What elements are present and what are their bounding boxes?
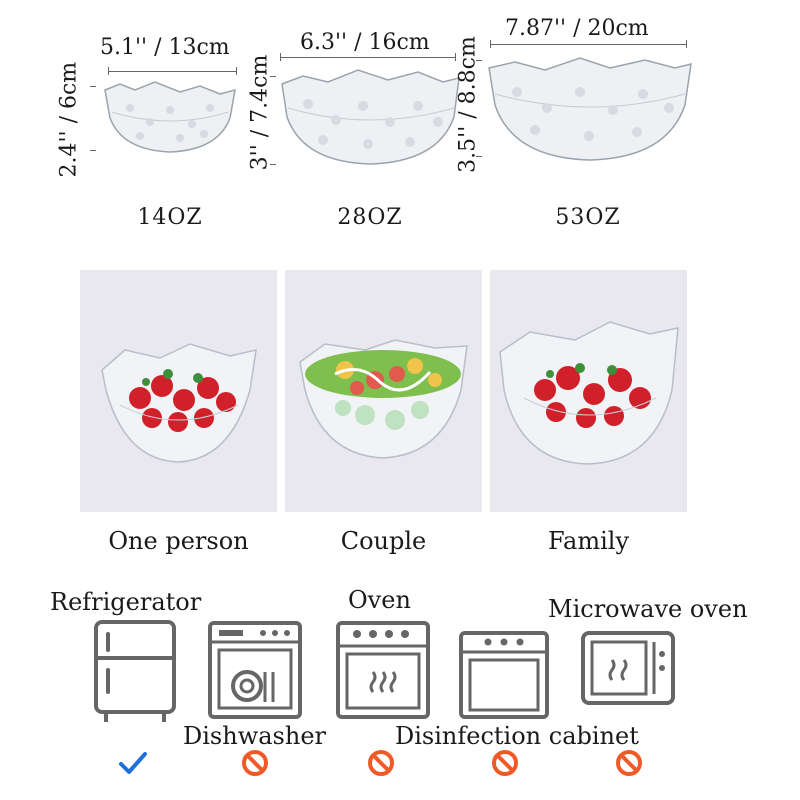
- use-label-couple: Couple: [340, 527, 427, 555]
- family-photo: [490, 270, 687, 512]
- label-disinfection-cabinet: Disinfection cabinet: [395, 722, 639, 750]
- salad-bowl-image: [299, 339, 468, 459]
- couple-photo: [285, 270, 482, 512]
- tick: [476, 60, 482, 61]
- tick: [270, 76, 276, 77]
- tick: [236, 67, 237, 75]
- prohibited-icon: [242, 750, 268, 776]
- bowl-1-capacity: 14OZ: [137, 205, 203, 230]
- bowl-2-width: 6.3'' / 16cm: [300, 30, 430, 55]
- label-refrigerator: Refrigerator: [50, 588, 202, 616]
- microwave-oven-icon: [581, 631, 675, 705]
- tick: [270, 164, 276, 165]
- bowl-3-width-line: [490, 44, 686, 45]
- one-person-photo: [80, 270, 277, 512]
- bowl-2-width-line: [280, 57, 455, 58]
- medium-bowl-image: [281, 69, 460, 165]
- prohibited-icon: [616, 750, 642, 776]
- use-label-one-person: One person: [108, 527, 249, 555]
- tick: [476, 156, 482, 157]
- tick: [686, 40, 687, 48]
- tick: [280, 53, 281, 61]
- large-bowl-image: [488, 57, 692, 161]
- label-oven: Oven: [348, 586, 411, 614]
- tick: [490, 40, 491, 48]
- bowl-1-width: 5.1'' / 13cm: [100, 35, 230, 60]
- bowl-2-capacity: 28OZ: [337, 205, 403, 230]
- prohibited-icon: [368, 750, 394, 776]
- prohibited-icon: [492, 750, 518, 776]
- small-bowl-image: [104, 81, 236, 153]
- bowl-3-capacity: 53OZ: [555, 205, 621, 230]
- bowl-1-width-line: [108, 71, 236, 72]
- tick: [90, 86, 96, 87]
- dishwasher-icon: [208, 621, 302, 719]
- use-label-family: Family: [548, 527, 629, 555]
- label-dishwasher: Dishwasher: [183, 722, 326, 750]
- fruit-bowl-small-image: [101, 343, 257, 463]
- oven-icon: [336, 621, 430, 719]
- disinfection-cabinet-icon: [459, 631, 549, 719]
- tick: [90, 150, 96, 151]
- tick: [108, 67, 109, 75]
- bowl-2-height: 3'' / 7.4cm: [247, 54, 273, 171]
- fruit-bowl-large-image: [499, 321, 679, 465]
- check-icon: [119, 752, 147, 774]
- bowl-3-width: 7.87'' / 20cm: [505, 16, 649, 41]
- bowl-3-height: 3.5'' / 8.8cm: [455, 36, 481, 173]
- tick: [455, 53, 456, 61]
- refrigerator-icon: [94, 620, 176, 722]
- bowl-1-height: 2.4'' / 6cm: [56, 61, 82, 178]
- label-microwave-oven: Microwave oven: [548, 595, 748, 623]
